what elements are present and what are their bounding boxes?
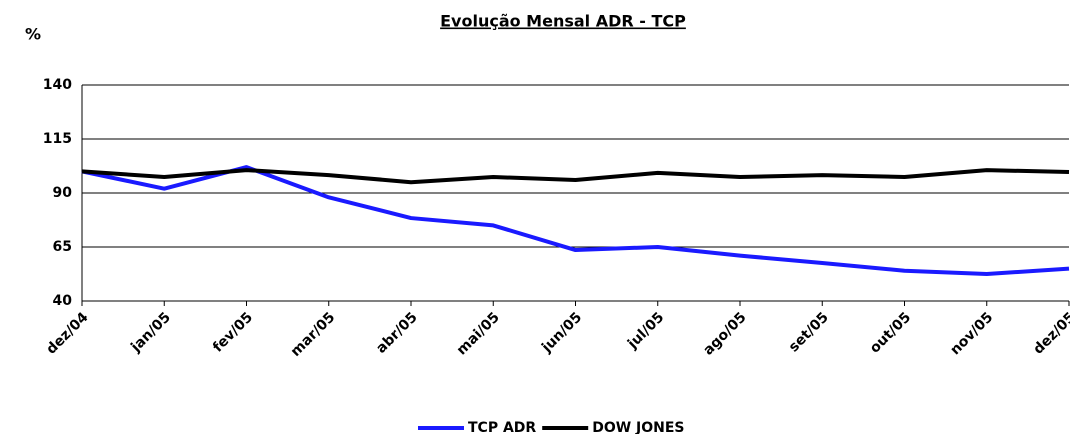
x-tick-label: jul/05 [624,309,667,352]
y-tick-label: 90 [53,185,73,201]
x-tick-label: set/05 [786,309,832,355]
x-tick-label: dez/05 [1030,309,1070,357]
y-tick-label: 65 [53,239,72,255]
x-tick-label: mar/05 [288,309,339,360]
line-series [81,165,1070,276]
y-tick-label: 40 [53,293,73,309]
y-tick-label: 140 [43,77,72,93]
x-tick-label: nov/05 [947,309,996,358]
x-tick-label: out/05 [867,309,914,356]
line-series [81,168,1070,185]
legend-label: TCP ADR [468,420,536,434]
x-tick-label: jan/05 [127,309,174,356]
x-tick-label: jun/05 [538,309,585,356]
x-tick-label: abr/05 [373,309,420,356]
legend-label: DOW JONES [592,420,684,434]
y-tick-label: 115 [43,131,72,147]
x-tick-label: fev/05 [210,309,256,355]
x-tick-label: mai/05 [454,309,503,358]
x-tick-label: dez/04 [43,309,91,357]
x-tick-label: ago/05 [700,309,749,358]
y-axis-label: % [25,25,41,44]
chart-title: Evolução Mensal ADR - TCP [440,12,686,31]
